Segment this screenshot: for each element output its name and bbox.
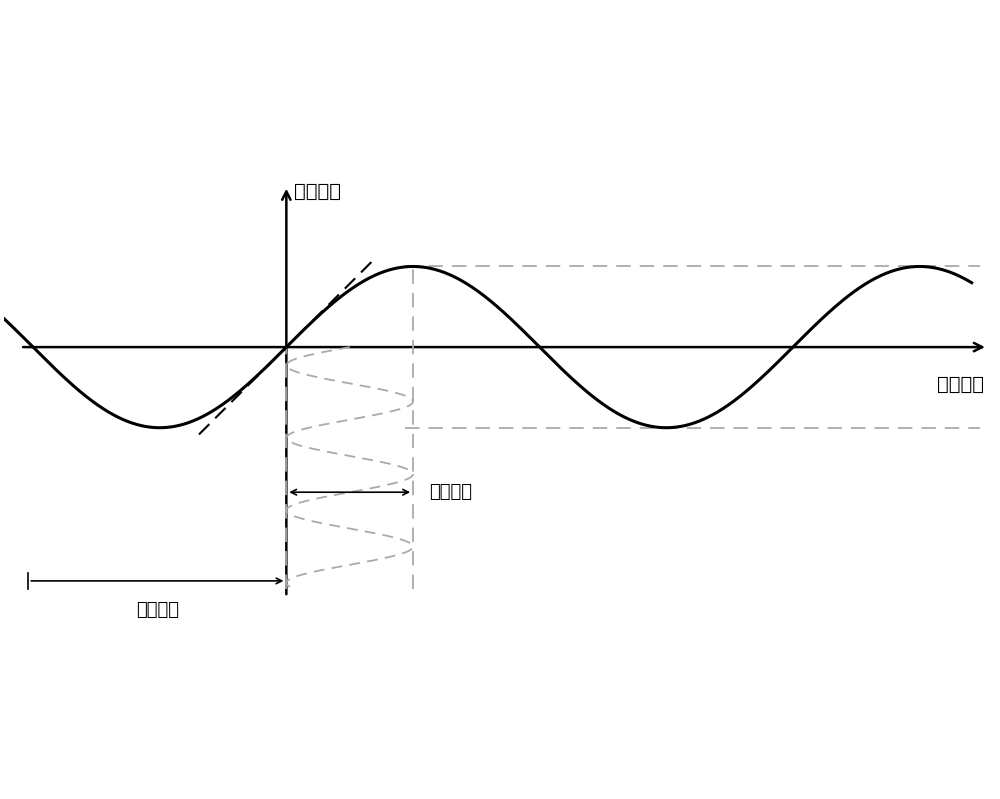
Text: 调制深度: 调制深度 bbox=[429, 483, 472, 501]
Text: 输入信号: 输入信号 bbox=[937, 376, 984, 395]
Text: 偏置电压: 偏置电压 bbox=[136, 601, 179, 619]
Text: 输出信号: 输出信号 bbox=[294, 182, 341, 201]
